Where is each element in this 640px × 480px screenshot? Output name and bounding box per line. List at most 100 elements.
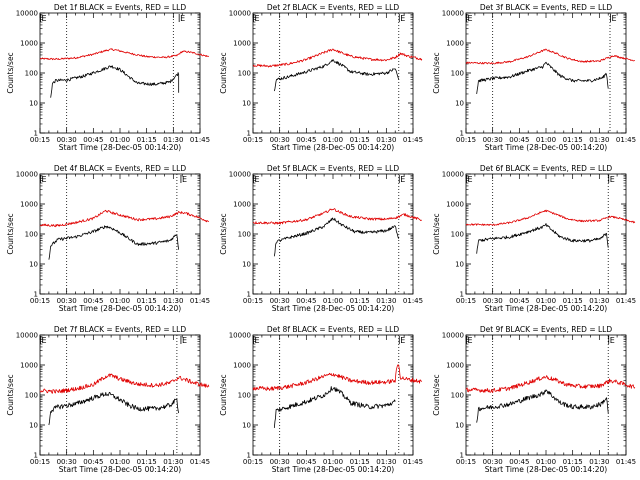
y-tick-label: 10: [29, 422, 38, 430]
chart-panel-8: Det 8f BLACK = Events, RED = LLD 1 10 100 10…: [219, 325, 423, 474]
x-tick-label: 01:00: [536, 297, 556, 305]
y-tick-label: 1: [247, 291, 251, 299]
x-axis-label: Start Time (28-Dec-05 00:14:20): [485, 304, 607, 313]
chart-panel-9: Det 9f BLACK = Events, RED = LLD 1 10 100 10…: [432, 325, 636, 474]
y-tick-label: 10000: [16, 171, 38, 179]
chart-title: Det 3f BLACK = Events, RED = LLD: [480, 3, 613, 12]
x-tick-label: 01:30: [589, 297, 609, 305]
x-tick-label: 00:15: [30, 136, 50, 144]
event-marker-label: E: [468, 175, 473, 184]
x-tick-label: 00:15: [243, 458, 263, 466]
x-tick-label: 01:15: [563, 458, 583, 466]
x-tick-label: 01:00: [110, 458, 130, 466]
x-axis-label: Start Time (28-Dec-05 00:14:20): [59, 304, 181, 313]
x-tick-label: 01:30: [163, 136, 183, 144]
x-tick-label: 01:45: [616, 136, 636, 144]
chart-panel-7: Det 7f BLACK = Events, RED = LLD 1 10 100 10…: [6, 325, 210, 474]
x-tick-label: 01:30: [589, 136, 609, 144]
x-tick-label: 00:30: [270, 136, 290, 144]
series-line-lld: [252, 48, 423, 68]
chart-panel-2: Det 2f BLACK = Events, RED = LLD 1 10 100 10…: [219, 3, 423, 152]
plot-frame: [39, 12, 201, 134]
x-tick-label: 01:00: [323, 458, 343, 466]
x-tick-label: 00:15: [30, 458, 50, 466]
y-tick-label: 10: [242, 422, 251, 430]
y-tick-label: 1: [460, 130, 464, 138]
y-tick-label: 1: [460, 452, 464, 460]
y-tick-label: 1000: [20, 362, 38, 370]
y-tick-label: 10: [455, 422, 464, 430]
event-marker-label: E: [400, 175, 405, 184]
x-tick-label: 00:15: [243, 136, 263, 144]
x-tick-label: 00:30: [483, 297, 503, 305]
y-tick-label: 10000: [442, 332, 464, 340]
x-tick-label: 00:45: [509, 297, 529, 305]
y-axis-label: Counts/sec: [219, 52, 228, 93]
series-line-lld: [465, 375, 636, 393]
series-line-events: [273, 217, 400, 257]
event-marker-label: E: [42, 336, 47, 345]
y-tick-label: 100: [25, 231, 38, 239]
x-tick-label: 01:00: [110, 136, 130, 144]
y-tick-label: 100: [451, 231, 464, 239]
y-tick-label: 1: [460, 291, 464, 299]
chart-title: Det 9f BLACK = Events, RED = LLD: [480, 325, 613, 334]
x-tick-label: 00:30: [483, 136, 503, 144]
series-line-events: [50, 65, 180, 98]
y-axis-label: Counts/sec: [6, 374, 15, 415]
chart-panel-5: Det 5f BLACK = Events, RED = LLD 1 10 100 10…: [219, 164, 423, 313]
event-marker-label: E: [400, 336, 405, 345]
chart-panel-4: Det 4f BLACK = Events, RED = LLD 1 10 100 10…: [6, 164, 210, 313]
series-line-events: [273, 59, 400, 92]
y-tick-label: 1: [34, 130, 38, 138]
chart-title: Det 8f BLACK = Events, RED = LLD: [267, 325, 400, 334]
x-tick-label: 00:15: [456, 136, 476, 144]
y-tick-label: 100: [451, 392, 464, 400]
y-tick-label: 1: [34, 291, 38, 299]
x-tick-label: 01:45: [190, 136, 210, 144]
event-marker-label: E: [255, 336, 260, 345]
series-line-events: [273, 386, 396, 428]
x-tick-label: 01:15: [137, 136, 157, 144]
plot-frame: [252, 334, 414, 456]
y-tick-label: 10000: [442, 10, 464, 18]
y-tick-label: 10000: [16, 332, 38, 340]
x-tick-label: 00:15: [456, 458, 476, 466]
series-line-events: [476, 223, 609, 254]
series-line-lld: [465, 209, 636, 227]
event-marker-label: E: [255, 14, 260, 23]
chart-panel-6: Det 6f BLACK = Events, RED = LLD 1 10 100 10…: [432, 164, 636, 313]
y-tick-label: 10000: [16, 10, 38, 18]
plot-frame: [465, 12, 627, 134]
x-tick-label: 01:15: [350, 297, 370, 305]
event-marker-label: E: [42, 175, 47, 184]
x-axis-label: Start Time (28-Dec-05 00:14:20): [59, 143, 181, 152]
x-tick-label: 00:45: [296, 136, 316, 144]
x-tick-label: 01:45: [403, 136, 423, 144]
x-tick-label: 00:45: [296, 458, 316, 466]
y-tick-label: 1000: [233, 201, 251, 209]
y-tick-label: 100: [25, 392, 38, 400]
x-tick-label: 01:30: [376, 136, 396, 144]
event-marker-label: E: [468, 14, 473, 23]
x-tick-label: 00:30: [57, 297, 77, 305]
x-axis-label: Start Time (28-Dec-05 00:14:20): [485, 465, 607, 474]
y-tick-label: 10: [455, 261, 464, 269]
chart-title: Det 1f BLACK = Events, RED = LLD: [54, 3, 187, 12]
x-tick-label: 00:45: [509, 136, 529, 144]
event-marker-label: E: [180, 14, 185, 23]
y-tick-label: 1000: [20, 40, 38, 48]
y-tick-label: 1: [34, 452, 38, 460]
x-tick-label: 01:45: [403, 458, 423, 466]
x-tick-label: 00:45: [83, 297, 103, 305]
series-line-lld: [465, 48, 635, 65]
x-axis-label: Start Time (28-Dec-05 00:14:20): [485, 143, 607, 152]
x-tick-label: 01:15: [563, 297, 583, 305]
y-tick-label: 1000: [233, 40, 251, 48]
y-axis-label: Counts/sec: [6, 52, 15, 93]
y-tick-label: 1: [247, 452, 251, 460]
x-tick-label: 01:00: [323, 297, 343, 305]
y-tick-label: 10000: [442, 171, 464, 179]
y-tick-label: 1000: [446, 40, 464, 48]
x-tick-label: 01:45: [190, 297, 210, 305]
